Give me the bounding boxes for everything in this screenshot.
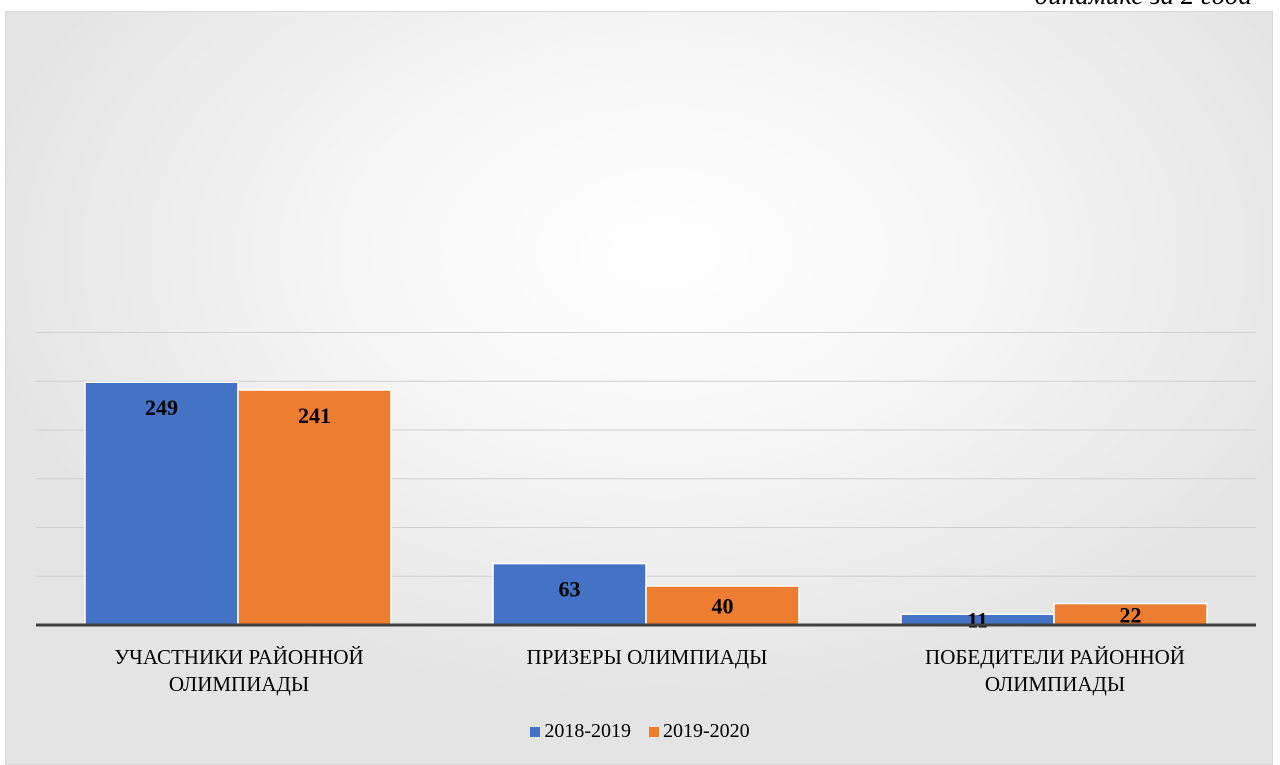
data-label: 22: [1120, 602, 1142, 627]
data-label: 241: [298, 403, 331, 428]
category-label: УЧАСТНИКИ РАЙОННОЙ: [114, 645, 363, 669]
legend-item: 2018-2019: [530, 720, 631, 743]
bar-2019-2020-0: [237, 389, 392, 626]
data-label: 11: [967, 608, 988, 633]
legend-swatch: [649, 726, 659, 737]
bar-2018-2019-1: [492, 562, 647, 626]
legend-label: 2018-2019: [544, 720, 631, 742]
category-label: ОЛИМПИАДЫ: [169, 672, 309, 696]
category-label: ОЛИМПИАДЫ: [985, 672, 1125, 696]
bar-2018-2019-0: [84, 381, 239, 626]
bar-2019-2020-1: [645, 585, 800, 626]
category-label: ПРИЗЕРЫ ОЛИМПИАДЫ: [527, 645, 768, 669]
legend-item: 2019-2020: [649, 720, 750, 743]
legend-label: 2019-2020: [663, 720, 750, 742]
category-label: ПОБЕДИТЕЛИ РАЙОННОЙ: [925, 645, 1185, 669]
chart-legend: 2018-2019 2019-2020: [0, 720, 1280, 743]
chart-caption: динамике за 2 года: [1035, 0, 1252, 9]
legend-swatch: [530, 726, 541, 737]
data-label: 249: [145, 395, 178, 420]
data-label: 63: [559, 577, 581, 602]
data-label: 40: [712, 594, 734, 619]
